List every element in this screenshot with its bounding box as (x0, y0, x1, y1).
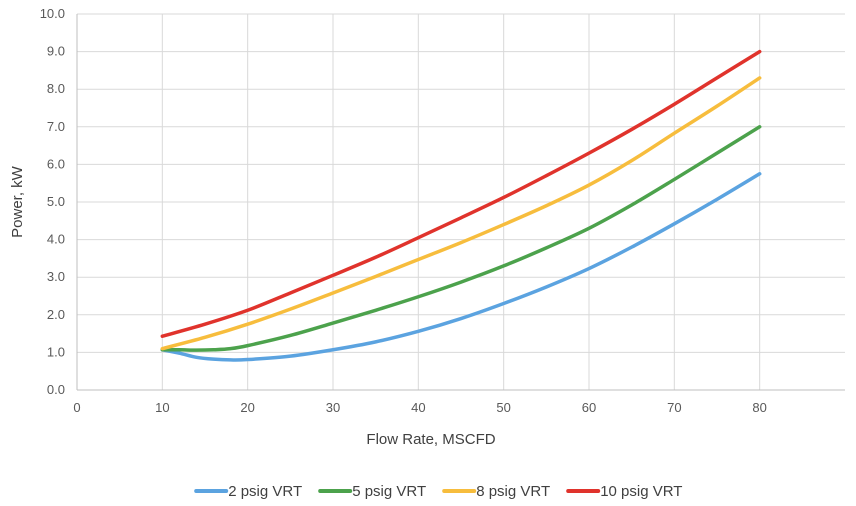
x-axis-title: Flow Rate, MSCFD (366, 431, 495, 448)
legend-item: 5 psig VRT (318, 483, 426, 500)
y-tick-label: 8.0 (47, 81, 65, 96)
legend: 2 psig VRT 5 psig VRT 8 psig VRT 10 psig VR… (194, 483, 682, 500)
legend-label: 10 psig VRT (600, 483, 682, 500)
legend-label: 2 psig VRT (228, 483, 302, 500)
x-tick-label: 40 (411, 400, 425, 415)
series-line-4 (160, 49, 762, 338)
x-tick-label: 60 (582, 400, 596, 415)
y-tick-label: 2.0 (47, 307, 65, 322)
y-tick-label: 1.0 (47, 344, 65, 359)
legend-label: 8 psig VRT (476, 483, 550, 500)
y-tick-label: 9.0 (47, 44, 65, 59)
tick-labels: 0.0 1.0 2.0 3.0 4.0 5.0 6.0 7.0 8.0 9.0 10.0 0 10 20 3… (40, 6, 767, 415)
series-line-1 (160, 172, 762, 362)
y-tick-label: 4.0 (47, 232, 65, 247)
x-tick-label: 70 (667, 400, 681, 415)
x-tick-label: 10 (155, 400, 169, 415)
y-tick-label: 10.0 (40, 6, 65, 21)
legend-item: 10 psig VRT (566, 483, 682, 500)
x-tick-label: 50 (496, 400, 510, 415)
series-line-3 (160, 76, 762, 351)
x-tick-label: 20 (240, 400, 254, 415)
series-line-2 (160, 125, 762, 352)
axes (76, 14, 845, 391)
y-tick-label: 0.0 (47, 382, 65, 397)
y-tick-label: 7.0 (47, 119, 65, 134)
series-lines (160, 49, 762, 362)
y-tick-label: 5.0 (47, 194, 65, 209)
x-tick-label: 0 (73, 400, 80, 415)
gridlines (77, 13, 845, 390)
y-tick-label: 3.0 (47, 269, 65, 284)
legend-item: 8 psig VRT (442, 483, 550, 500)
y-tick-label: 6.0 (47, 156, 65, 171)
legend-item: 2 psig VRT (194, 483, 302, 500)
x-tick-label: 30 (326, 400, 340, 415)
legend-label: 5 psig VRT (352, 483, 426, 500)
y-axis-title: Power, kW (9, 165, 26, 238)
x-tick-label: 80 (752, 400, 766, 415)
